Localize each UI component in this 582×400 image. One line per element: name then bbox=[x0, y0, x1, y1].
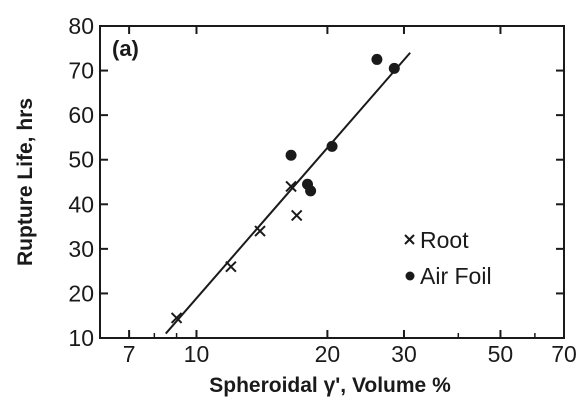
y-tick-label: 40 bbox=[68, 191, 94, 217]
root-point bbox=[225, 260, 237, 273]
plot-frame bbox=[99, 25, 565, 339]
root-point bbox=[170, 312, 183, 324]
data-points bbox=[170, 53, 400, 324]
air-foil-point bbox=[285, 149, 297, 161]
y-axis: 10 20 30 40 50 60 70 80 bbox=[68, 13, 564, 351]
y-tick-label: 10 bbox=[68, 325, 94, 351]
x-tick-label: 7 bbox=[123, 341, 136, 367]
air-foil-point bbox=[388, 62, 400, 74]
x-tick-label: 70 bbox=[551, 341, 577, 367]
air-foil-point bbox=[305, 185, 317, 197]
fit-line-group bbox=[165, 52, 411, 335]
y-tick-label: 80 bbox=[68, 13, 94, 39]
x-tick-label: 10 bbox=[184, 341, 210, 367]
legend-air-foil-marker bbox=[405, 271, 415, 281]
legend: Root Air Foil bbox=[404, 227, 492, 289]
panel-label: (a) bbox=[112, 36, 139, 61]
legend-root-label: Root bbox=[420, 227, 469, 253]
x-tick-label: 30 bbox=[391, 341, 417, 367]
x-tick-label: 20 bbox=[315, 341, 341, 367]
x-tick-label: 50 bbox=[488, 341, 514, 367]
root-point bbox=[254, 225, 266, 237]
y-axis-label: Rupture Life, hrs bbox=[14, 98, 37, 266]
legend-root-marker bbox=[404, 234, 415, 245]
air-foil-point bbox=[326, 140, 338, 152]
y-tick-label: 60 bbox=[68, 102, 94, 128]
x-axis: 7 10 20 30 50 70 bbox=[123, 26, 577, 367]
air-foil-point bbox=[371, 53, 383, 65]
y-tick-label: 20 bbox=[68, 280, 94, 306]
y-tick-label: 30 bbox=[68, 236, 94, 262]
x-axis-label: Spheroidal γ', Volume % bbox=[209, 374, 451, 397]
root-point bbox=[285, 180, 297, 193]
legend-air-foil-label: Air Foil bbox=[420, 263, 492, 289]
y-tick-label: 50 bbox=[68, 147, 94, 173]
root-point bbox=[290, 209, 303, 222]
fit-line bbox=[165, 52, 411, 335]
y-tick-label: 70 bbox=[68, 58, 94, 84]
